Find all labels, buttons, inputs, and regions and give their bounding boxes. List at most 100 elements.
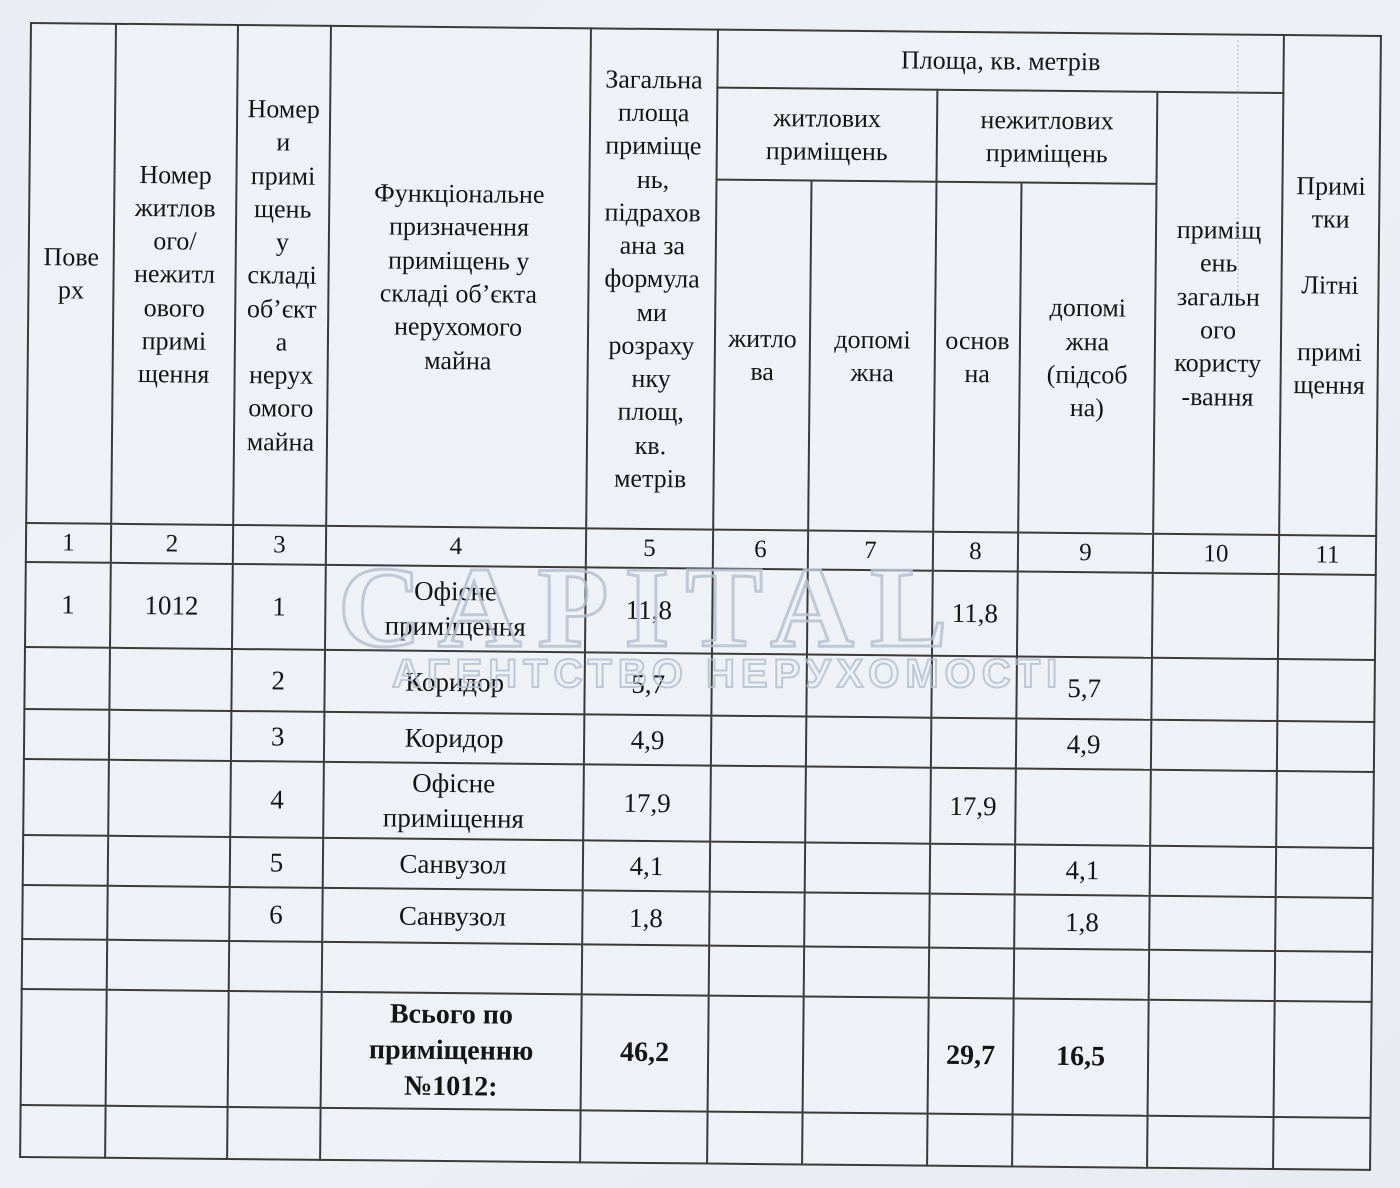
header-total-area: Загальна площа приміще нь, підрахов ана … <box>586 28 718 530</box>
header-floor: Пове рх <box>26 23 116 524</box>
table-cell <box>802 996 929 1114</box>
table-cell <box>22 834 109 886</box>
table-cell <box>710 765 806 843</box>
table-cell <box>803 946 930 998</box>
totals-main-area: 29,7 <box>927 997 1014 1115</box>
table-cell: 1,8 <box>582 890 710 946</box>
table-cell <box>320 1107 581 1163</box>
column-number: 10 <box>1152 533 1280 575</box>
table-cell <box>1275 896 1373 952</box>
area-table-wrapper: Пове рх Номер житлов ого/ нежитл ового п… <box>19 22 1382 1171</box>
header-area-group: Площа, кв. метрів <box>717 29 1284 94</box>
table-cell: 6 <box>229 886 323 942</box>
table-cell: Офісне приміщення <box>323 761 584 841</box>
table-cell <box>1274 950 1373 1002</box>
column-number: 2 <box>110 523 234 564</box>
table-cell <box>710 715 807 767</box>
table-cell <box>109 647 232 711</box>
table-cell: 3 <box>230 710 325 762</box>
column-number: 1 <box>25 522 112 563</box>
table-cell <box>804 842 931 894</box>
table-cell <box>1277 659 1375 722</box>
table-cell <box>23 708 110 760</box>
table-cell: 5,7 <box>1016 656 1152 720</box>
table-cell: Санвузол <box>322 887 583 945</box>
table-cell <box>105 1105 228 1159</box>
table-cell: 17,9 <box>583 764 711 842</box>
column-number: 7 <box>807 530 934 571</box>
header-common-areas: приміщ ень загальн ого користу -вання <box>1153 91 1284 536</box>
table-cell: 11,8 <box>584 567 713 654</box>
table-cell <box>806 569 933 656</box>
table-cell <box>929 843 1016 895</box>
table-cell <box>1151 657 1278 722</box>
table-cell <box>580 1110 708 1164</box>
table-cell <box>20 988 107 1106</box>
totals-label: Всього по приміщенню №1012: <box>320 991 582 1111</box>
table-row-office-1: 1 1012 1 Офісне приміщення 11,8 11,8 <box>25 561 1376 660</box>
table-cell <box>931 655 1017 719</box>
table-cell <box>927 1113 1013 1167</box>
table-cell <box>1148 949 1276 1001</box>
table-cell: 5 <box>229 836 324 888</box>
table-cell <box>929 893 1015 949</box>
table-cell <box>105 989 229 1107</box>
table-cell <box>1147 1115 1274 1169</box>
table-cell: 5,7 <box>584 652 712 716</box>
table-cell: 4,1 <box>582 840 711 892</box>
table-cell <box>23 758 109 836</box>
table-cell <box>708 945 805 997</box>
header-main: основ на <box>933 181 1022 533</box>
table-cell: 2 <box>231 648 325 712</box>
header-nonresidential-group: нежитлових приміщень <box>936 89 1158 184</box>
table-cell <box>321 941 583 995</box>
table-cell: Санвузол <box>322 837 584 891</box>
column-number: 9 <box>1017 532 1154 573</box>
table-cell <box>928 947 1015 999</box>
table-row-totals: Всього по приміщенню №1012: 46,2 29,7 16… <box>20 988 1372 1118</box>
column-number: 4 <box>325 525 587 568</box>
header-room-number: Номер и примі щень у складі об’єкт а нер… <box>233 24 331 526</box>
table-cell <box>1150 719 1278 772</box>
table-cell <box>1149 845 1277 897</box>
premises-area-table: Пове рх Номер житлов ого/ нежитл ового п… <box>19 22 1382 1171</box>
table-cell <box>1275 847 1374 898</box>
totals-total-area: 46,2 <box>580 994 709 1112</box>
column-number: 3 <box>232 524 327 565</box>
table-cell <box>1147 999 1275 1117</box>
table-cell: 1 <box>25 561 111 648</box>
header-notes: Примі тки Літні примі щення <box>1279 35 1381 536</box>
table-cell <box>709 891 805 947</box>
table-cell <box>805 766 931 844</box>
table-cell <box>1276 721 1375 772</box>
table-cell <box>1150 769 1277 848</box>
column-number: 6 <box>712 529 809 570</box>
table-cell: 4,9 <box>583 714 712 766</box>
header-unit-number: Номер житлов ого/ нежитл ового примі щен… <box>111 23 238 525</box>
table-cell <box>1015 768 1151 846</box>
table-cell: 1 <box>231 563 326 650</box>
table-cell <box>711 653 807 717</box>
table-row-office-2: 4 Офісне приміщення 17,9 17,9 <box>23 758 1374 848</box>
column-number: 8 <box>932 531 1019 572</box>
table-cell: Офісне приміщення <box>324 564 586 653</box>
table-cell: 1012 <box>109 562 233 649</box>
table-cell <box>806 654 932 718</box>
table-cell <box>802 1112 928 1166</box>
table-cell <box>581 944 710 996</box>
table-cell <box>107 885 230 941</box>
table-cell <box>228 940 323 992</box>
table-cell <box>1151 572 1279 660</box>
table-cell <box>22 884 108 940</box>
header-aux-living: допомі жна <box>808 180 937 532</box>
table-cell <box>805 716 932 768</box>
table-cell <box>108 709 232 761</box>
table-cell <box>1276 771 1374 848</box>
table-cell: Коридор <box>323 711 585 765</box>
table-cell: 17,9 <box>930 767 1016 845</box>
table-cell <box>106 939 230 991</box>
table-cell <box>1013 948 1150 1000</box>
table-cell <box>707 1111 803 1165</box>
table-cell <box>930 717 1017 769</box>
